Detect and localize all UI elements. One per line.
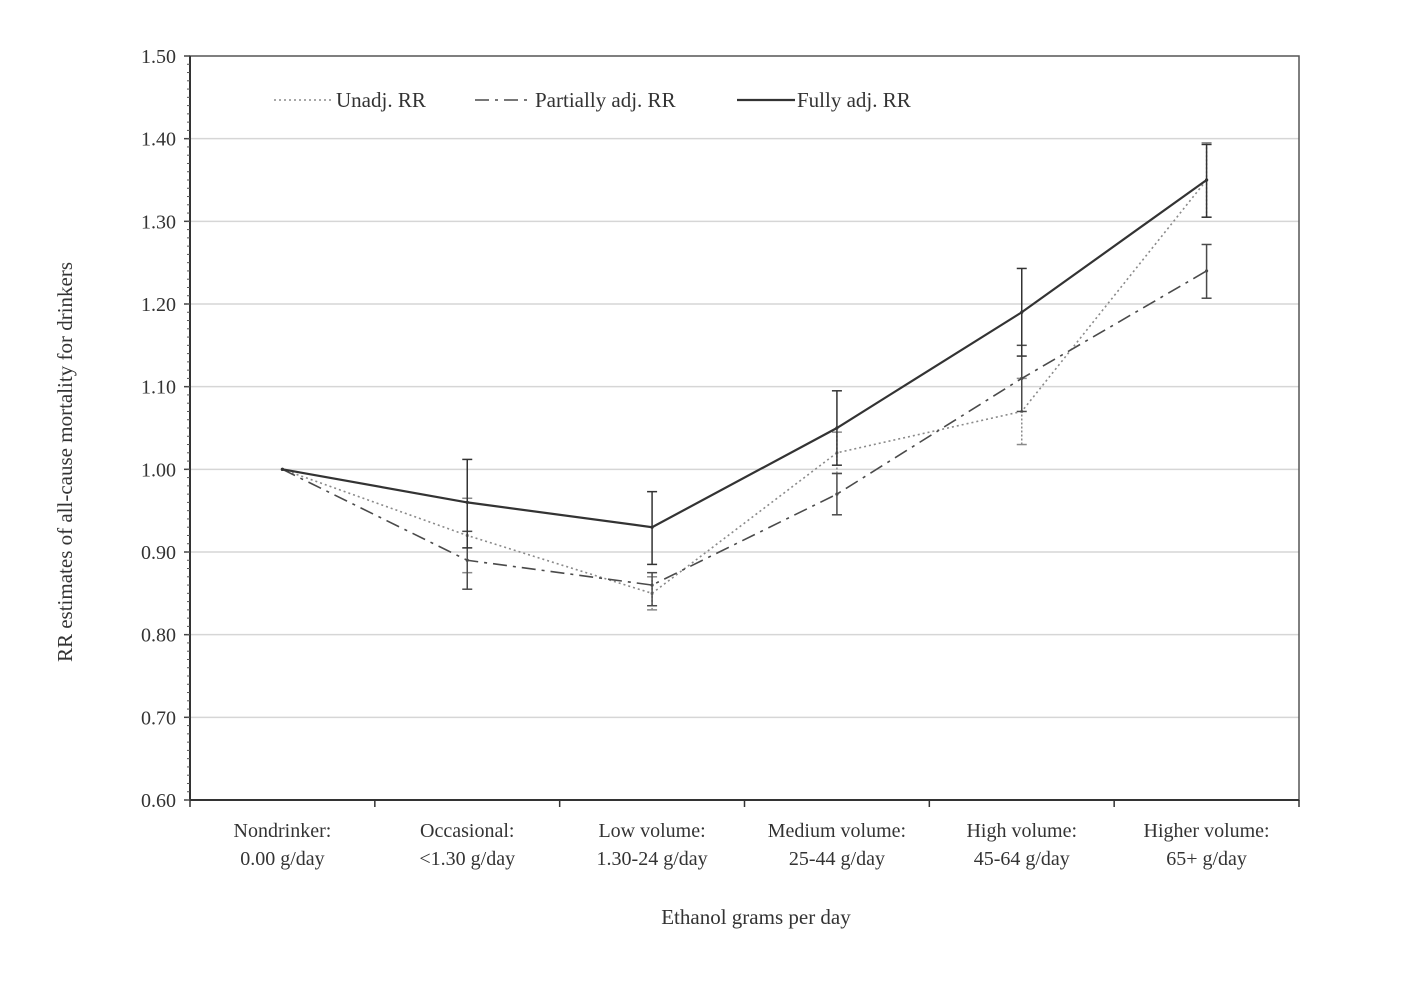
y-tick-label: 1.20 xyxy=(141,294,176,316)
y-tick-label: 1.40 xyxy=(141,129,176,151)
data-point xyxy=(1020,376,1024,380)
x-tick-label-line: 0.00 g/day xyxy=(240,848,324,870)
x-tick-label: Nondrinker: 0.00 g/day xyxy=(234,820,332,870)
y-tick-label: 0.80 xyxy=(141,625,176,647)
x-tick-label: High volume: 45-64 g/day xyxy=(966,820,1077,870)
y-axis: 0.60 0.70 0.80 0.90 1.00 1.10 1.20 1.30 1.40 1.50 xyxy=(141,46,190,812)
legend-label: Unadj. RR xyxy=(336,88,426,112)
x-tick-label-line: Occasional: xyxy=(420,820,514,842)
y-tick-label: 0.90 xyxy=(141,542,176,564)
legend-item: Partially adj. RR xyxy=(475,88,676,112)
series-line xyxy=(282,179,1208,595)
legend-label: Fully adj. RR xyxy=(797,88,911,112)
x-axis: Nondrinker: 0.00 g/day Occasional: <1.30 g/… xyxy=(189,800,1300,870)
y-tick-label: 0.70 xyxy=(141,707,176,729)
legend-item: Unadj. RR xyxy=(274,88,426,112)
plot-border xyxy=(189,55,1300,801)
x-tick-label-line: Nondrinker: xyxy=(234,820,332,842)
data-point xyxy=(465,558,469,562)
y-tick-label: 1.00 xyxy=(141,459,176,481)
series-solid xyxy=(280,143,1212,566)
y-tick-label: 1.30 xyxy=(141,211,176,233)
x-tick-label-line: Medium volume: xyxy=(768,820,906,842)
x-tick-label-line: 1.30-24 g/day xyxy=(597,848,708,870)
x-tick-label-line: 65+ g/day xyxy=(1166,848,1247,870)
x-tick-label: Higher volume: 65+ g/day xyxy=(1144,820,1270,870)
series-line xyxy=(282,270,1207,586)
x-tick-label: Medium volume: 25-44 g/day xyxy=(768,820,906,870)
data-point xyxy=(650,525,654,529)
x-tick-label-line: <1.30 g/day xyxy=(419,848,515,870)
data-point xyxy=(1204,269,1209,273)
y-tick-label: 1.10 xyxy=(141,377,176,399)
series-dashdot xyxy=(280,243,1212,607)
x-tick-label-line: 45-64 g/day xyxy=(974,848,1070,870)
data-point xyxy=(835,492,839,496)
x-axis-title: Ethanol grams per day xyxy=(661,905,851,929)
data-point xyxy=(465,500,469,504)
data-point xyxy=(650,583,654,587)
legend: Unadj. RR Partially adj. RR Fully adj. RR xyxy=(274,88,911,112)
x-tick-label: Occasional: <1.30 g/day xyxy=(419,820,515,870)
legend-item: Fully adj. RR xyxy=(737,88,911,112)
x-tick-label: Low volume: 1.30-24 g/day xyxy=(597,820,708,870)
x-tick-label-line: Higher volume: xyxy=(1144,820,1270,842)
data-point xyxy=(835,426,839,430)
series-dotted xyxy=(280,142,1212,611)
y-axis-title: RR estimates of all-cause mortality for … xyxy=(53,262,77,662)
plot-frame xyxy=(189,55,1300,801)
x-tick-label-line: 25-44 g/day xyxy=(789,848,885,870)
data-point xyxy=(1020,310,1024,314)
x-tick-label-line: High volume: xyxy=(966,820,1077,842)
gridlines xyxy=(190,137,1299,719)
y-tick-label: 0.60 xyxy=(141,790,176,812)
legend-label: Partially adj. RR xyxy=(535,88,676,112)
y-tick-label: 1.50 xyxy=(141,46,176,68)
series-line xyxy=(282,179,1208,529)
data-series xyxy=(280,142,1212,611)
x-tick-label-line: Low volume: xyxy=(598,820,705,842)
data-point xyxy=(280,467,285,471)
data-point xyxy=(1204,178,1209,182)
